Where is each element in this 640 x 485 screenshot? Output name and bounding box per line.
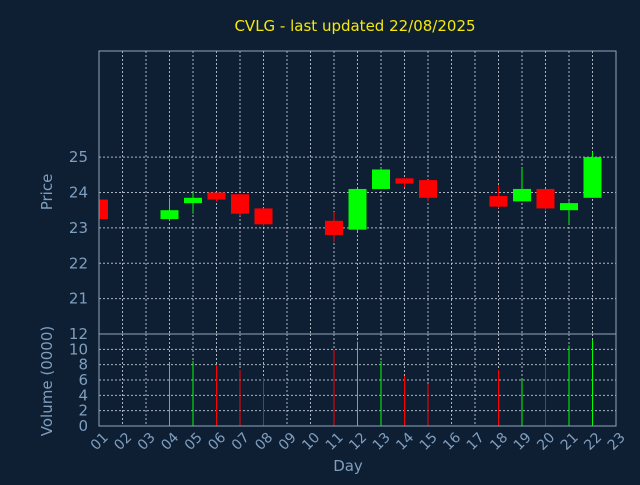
price-tick-label: 22 xyxy=(69,254,88,272)
candle-down xyxy=(231,194,249,214)
x-tick-label: 12 xyxy=(346,430,370,454)
volume-tick-label: 12 xyxy=(69,325,88,343)
price-ticks: 21 22 23 24 25 xyxy=(69,148,88,308)
x-axis-label: Day xyxy=(333,457,363,475)
x-tick-label: 07 xyxy=(229,430,253,454)
x-tick-label: 14 xyxy=(393,430,417,454)
volume-tick-label: 2 xyxy=(78,402,88,420)
x-tick-label: 17 xyxy=(464,430,488,454)
x-tick-label: 03 xyxy=(135,430,159,454)
x-tick-label: 20 xyxy=(534,430,558,454)
candle-down xyxy=(99,199,108,220)
x-tick-label: 05 xyxy=(182,430,206,454)
volume-panel-frame xyxy=(98,333,617,427)
x-ticks: 01 02 03 04 05 06 07 08 09 10 11 12 13 14 15 16 17 18 19 20… xyxy=(88,430,629,454)
price-tick-label: 21 xyxy=(69,290,88,308)
candle-down xyxy=(395,178,414,184)
x-tick-label: 06 xyxy=(205,430,229,454)
volume-axis-label: Volume (0000) xyxy=(38,326,56,436)
candle-up xyxy=(513,188,531,202)
price-tick-label: 25 xyxy=(69,148,88,166)
price-panel: 21 22 23 24 25 Price xyxy=(38,50,617,335)
x-tick-label: 22 xyxy=(581,430,605,454)
volume-bars xyxy=(169,340,593,426)
candle-up xyxy=(583,157,602,198)
x-tick-label: 15 xyxy=(417,430,441,454)
candle-up xyxy=(560,203,578,211)
x-tick-label: 13 xyxy=(370,430,394,454)
chart-title: CVLG - last updated 22/08/2025 xyxy=(234,17,475,35)
volume-tick-label: 4 xyxy=(78,386,88,404)
candle-up xyxy=(184,197,202,204)
x-tick-label: 02 xyxy=(111,430,135,454)
x-tick-label: 04 xyxy=(158,430,182,454)
volume-tick-label: 10 xyxy=(69,340,88,358)
candle-down xyxy=(536,188,555,209)
price-axis-label: Price xyxy=(38,174,56,211)
x-tick-label: 21 xyxy=(558,430,582,454)
x-tick-label: 19 xyxy=(511,430,535,454)
candle-up xyxy=(160,210,179,220)
volume-tick-label: 0 xyxy=(78,417,88,435)
candle-down xyxy=(254,208,273,225)
candle-down xyxy=(419,180,437,198)
x-tick-label: 01 xyxy=(88,430,112,454)
price-candles xyxy=(98,151,602,243)
price-tick-label: 23 xyxy=(69,219,88,237)
candle-down xyxy=(207,192,226,200)
candle-up xyxy=(372,169,390,189)
x-tick-label: 09 xyxy=(276,430,300,454)
x-tick-label: 18 xyxy=(487,430,511,454)
x-tick-label: 23 xyxy=(605,430,629,454)
price-tick-label: 24 xyxy=(69,184,88,202)
candle-down xyxy=(325,220,343,235)
x-tick-label: 10 xyxy=(299,430,323,454)
x-tick-label: 08 xyxy=(252,430,276,454)
x-tick-label: 16 xyxy=(440,430,464,454)
candle-down xyxy=(489,196,508,207)
x-tick-label: 11 xyxy=(323,430,347,454)
candle-up xyxy=(348,188,367,230)
volume-tick-label: 6 xyxy=(78,371,88,389)
volume-tick-label: 8 xyxy=(78,356,88,374)
